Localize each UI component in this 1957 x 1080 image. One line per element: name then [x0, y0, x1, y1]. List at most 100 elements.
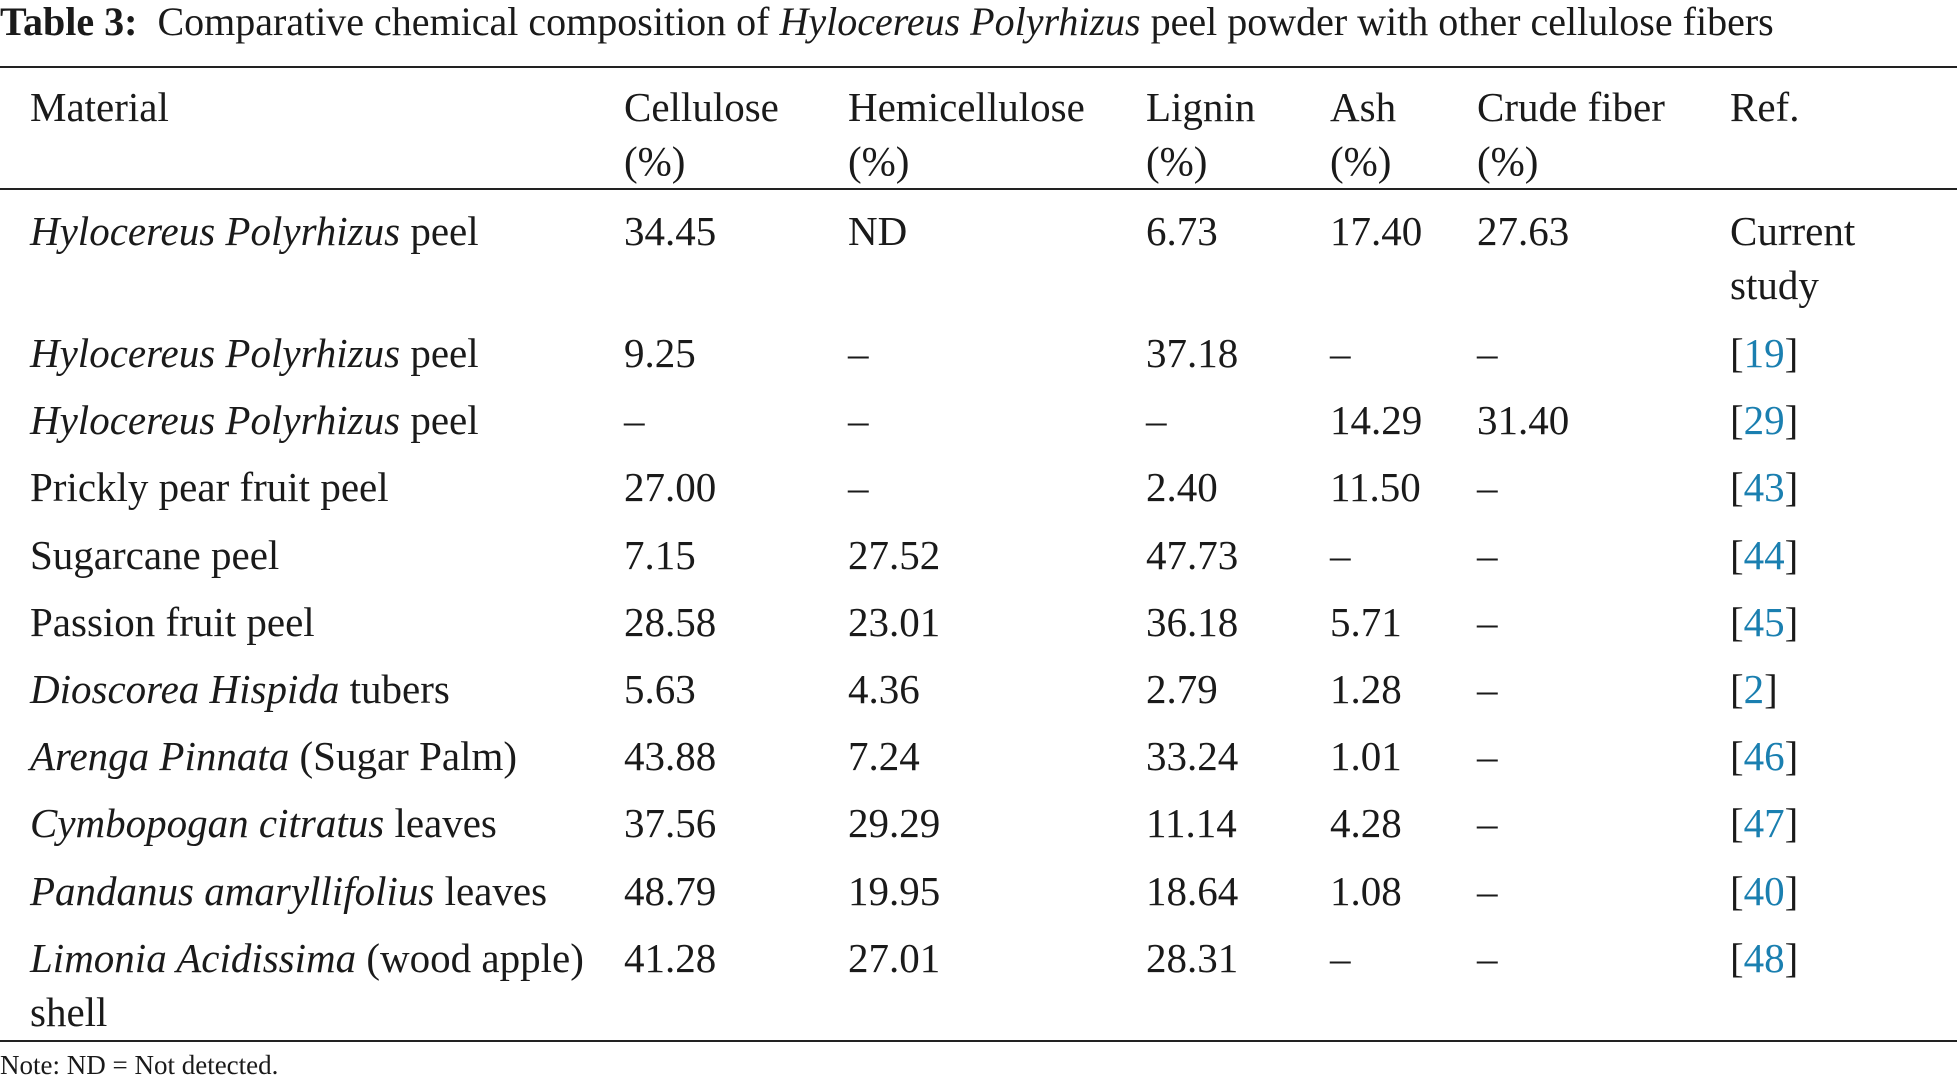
- cell-cellulose: 48.79: [624, 868, 717, 914]
- citation-link[interactable]: 2: [1743, 666, 1765, 712]
- cell-hemicellulose: 7.24: [848, 733, 920, 779]
- cell-crude-fiber: 31.40: [1477, 397, 1570, 443]
- cell-lignin: –: [1146, 397, 1167, 443]
- cell-material: Dioscorea Hispida tubers: [30, 666, 450, 712]
- cell-ref: Current study: [1730, 208, 1856, 308]
- cell-ash: –: [1330, 330, 1351, 376]
- cell-cellulose: –: [624, 397, 645, 443]
- cell-crude-fiber: –: [1477, 330, 1498, 376]
- cell-hemicellulose: 27.01: [848, 935, 941, 981]
- cell-cellulose: 7.15: [624, 532, 696, 578]
- citation-link[interactable]: 44: [1743, 532, 1785, 578]
- cell-lignin: 47.73: [1146, 532, 1239, 578]
- cell-cellulose: 28.58: [624, 599, 717, 645]
- header-cellulose: Cellulose (%): [624, 84, 779, 184]
- cell-ref: [19]: [1730, 330, 1799, 376]
- header-ref: Ref.: [1730, 84, 1800, 130]
- citation-link[interactable]: 45: [1743, 599, 1785, 645]
- cell-ash: 5.71: [1330, 599, 1402, 645]
- caption-text-after: peel powder with other cellulose fibers: [1150, 0, 1774, 44]
- citation-link[interactable]: 48: [1743, 935, 1785, 981]
- cell-ash: 11.50: [1330, 464, 1421, 510]
- cell-ref: [43]: [1730, 464, 1799, 510]
- cell-ref: [45]: [1730, 599, 1799, 645]
- cell-hemicellulose: –: [848, 464, 869, 510]
- citation-link[interactable]: 46: [1743, 733, 1785, 779]
- cell-material: Hylocereus Polyrhizus peel: [30, 397, 479, 443]
- cell-hemicellulose: –: [848, 397, 869, 443]
- cell-hemicellulose: –: [848, 330, 869, 376]
- cell-material: Hylocereus Polyrhizus peel: [30, 208, 479, 254]
- cell-material: Pandanus amaryllifolius leaves: [30, 868, 548, 914]
- cell-cellulose: 37.56: [624, 800, 717, 846]
- cell-crude-fiber: –: [1477, 800, 1498, 846]
- cell-hemicellulose: 4.36: [848, 666, 920, 712]
- cell-cellulose: 27.00: [624, 464, 717, 510]
- cell-lignin: 18.64: [1146, 868, 1239, 914]
- cell-lignin: 37.18: [1146, 330, 1239, 376]
- cell-ref: [40]: [1730, 868, 1799, 914]
- cell-material: Passion fruit peel: [30, 599, 315, 645]
- cell-lignin: 11.14: [1146, 800, 1237, 846]
- cell-ash: –: [1330, 935, 1351, 981]
- cell-ref: [47]: [1730, 800, 1799, 846]
- cell-lignin: 28.31: [1146, 935, 1239, 981]
- cell-cellulose: 9.25: [624, 330, 696, 376]
- table-caption: Table 3: Comparative chemical compositio…: [0, 0, 1957, 52]
- cell-hemicellulose: 23.01: [848, 599, 941, 645]
- cell-crude-fiber: 27.63: [1477, 208, 1570, 254]
- table-top-rule: [0, 66, 1957, 68]
- cell-lignin: 6.73: [1146, 208, 1218, 254]
- table-header: Material Cellulose (%) Hemicellulose (%)…: [0, 80, 1957, 188]
- cell-crude-fiber: –: [1477, 599, 1498, 645]
- cell-hemicellulose: 19.95: [848, 868, 941, 914]
- cell-lignin: 36.18: [1146, 599, 1239, 645]
- cell-material: Hylocereus Polyrhizus peel: [30, 330, 479, 376]
- cell-hemicellulose: 29.29: [848, 800, 941, 846]
- header-hemicellulose: Hemicellulose (%): [848, 84, 1085, 184]
- header-lignin: Lignin (%): [1146, 84, 1256, 184]
- cell-ref: [44]: [1730, 532, 1799, 578]
- cell-material: Arenga Pinnata (Sugar Palm): [30, 733, 518, 779]
- cell-material: Limonia Acidissima (wood apple) shell: [30, 935, 584, 1035]
- caption-species: Hylocereus Polyrhizus: [779, 0, 1141, 44]
- cell-crude-fiber: –: [1477, 666, 1498, 712]
- table-note: Note: ND = Not detected.: [0, 1050, 279, 1080]
- cell-cellulose: 41.28: [624, 935, 717, 981]
- cell-ash: 14.29: [1330, 397, 1423, 443]
- cell-crude-fiber: –: [1477, 733, 1498, 779]
- table-label: Table 3:: [0, 0, 138, 44]
- caption-text-before: Comparative chemical composition of: [157, 0, 770, 44]
- cell-lignin: 33.24: [1146, 733, 1239, 779]
- header-crude-fiber: Crude fiber (%): [1477, 84, 1665, 184]
- citation-link[interactable]: 29: [1743, 397, 1785, 443]
- citation-link[interactable]: 47: [1743, 800, 1785, 846]
- cell-ash: 17.40: [1330, 208, 1423, 254]
- cell-ref: [46]: [1730, 733, 1799, 779]
- cell-material: Cymbopogan citratus leaves: [30, 800, 497, 846]
- cell-ref: [2]: [1730, 666, 1778, 712]
- cell-cellulose: 43.88: [624, 733, 717, 779]
- cell-lignin: 2.79: [1146, 666, 1218, 712]
- citation-link[interactable]: 43: [1743, 464, 1785, 510]
- cell-crude-fiber: –: [1477, 464, 1498, 510]
- cell-material: Sugarcane peel: [30, 532, 280, 578]
- cell-ash: 1.08: [1330, 868, 1402, 914]
- citation-link[interactable]: 40: [1743, 868, 1785, 914]
- cell-ash: –: [1330, 532, 1351, 578]
- cell-hemicellulose: ND: [848, 208, 908, 254]
- cell-ref: [29]: [1730, 397, 1799, 443]
- header-rule: [0, 188, 1957, 190]
- cell-crude-fiber: –: [1477, 532, 1498, 578]
- cell-ref: [48]: [1730, 935, 1799, 981]
- cell-ash: 1.28: [1330, 666, 1402, 712]
- cell-ash: 4.28: [1330, 800, 1402, 846]
- cell-cellulose: 5.63: [624, 666, 696, 712]
- cell-material: Prickly pear fruit peel: [30, 464, 389, 510]
- cell-ash: 1.01: [1330, 733, 1402, 779]
- cell-crude-fiber: –: [1477, 935, 1498, 981]
- cell-crude-fiber: –: [1477, 868, 1498, 914]
- cell-cellulose: 34.45: [624, 208, 717, 254]
- cell-hemicellulose: 27.52: [848, 532, 941, 578]
- citation-link[interactable]: 19: [1743, 330, 1785, 376]
